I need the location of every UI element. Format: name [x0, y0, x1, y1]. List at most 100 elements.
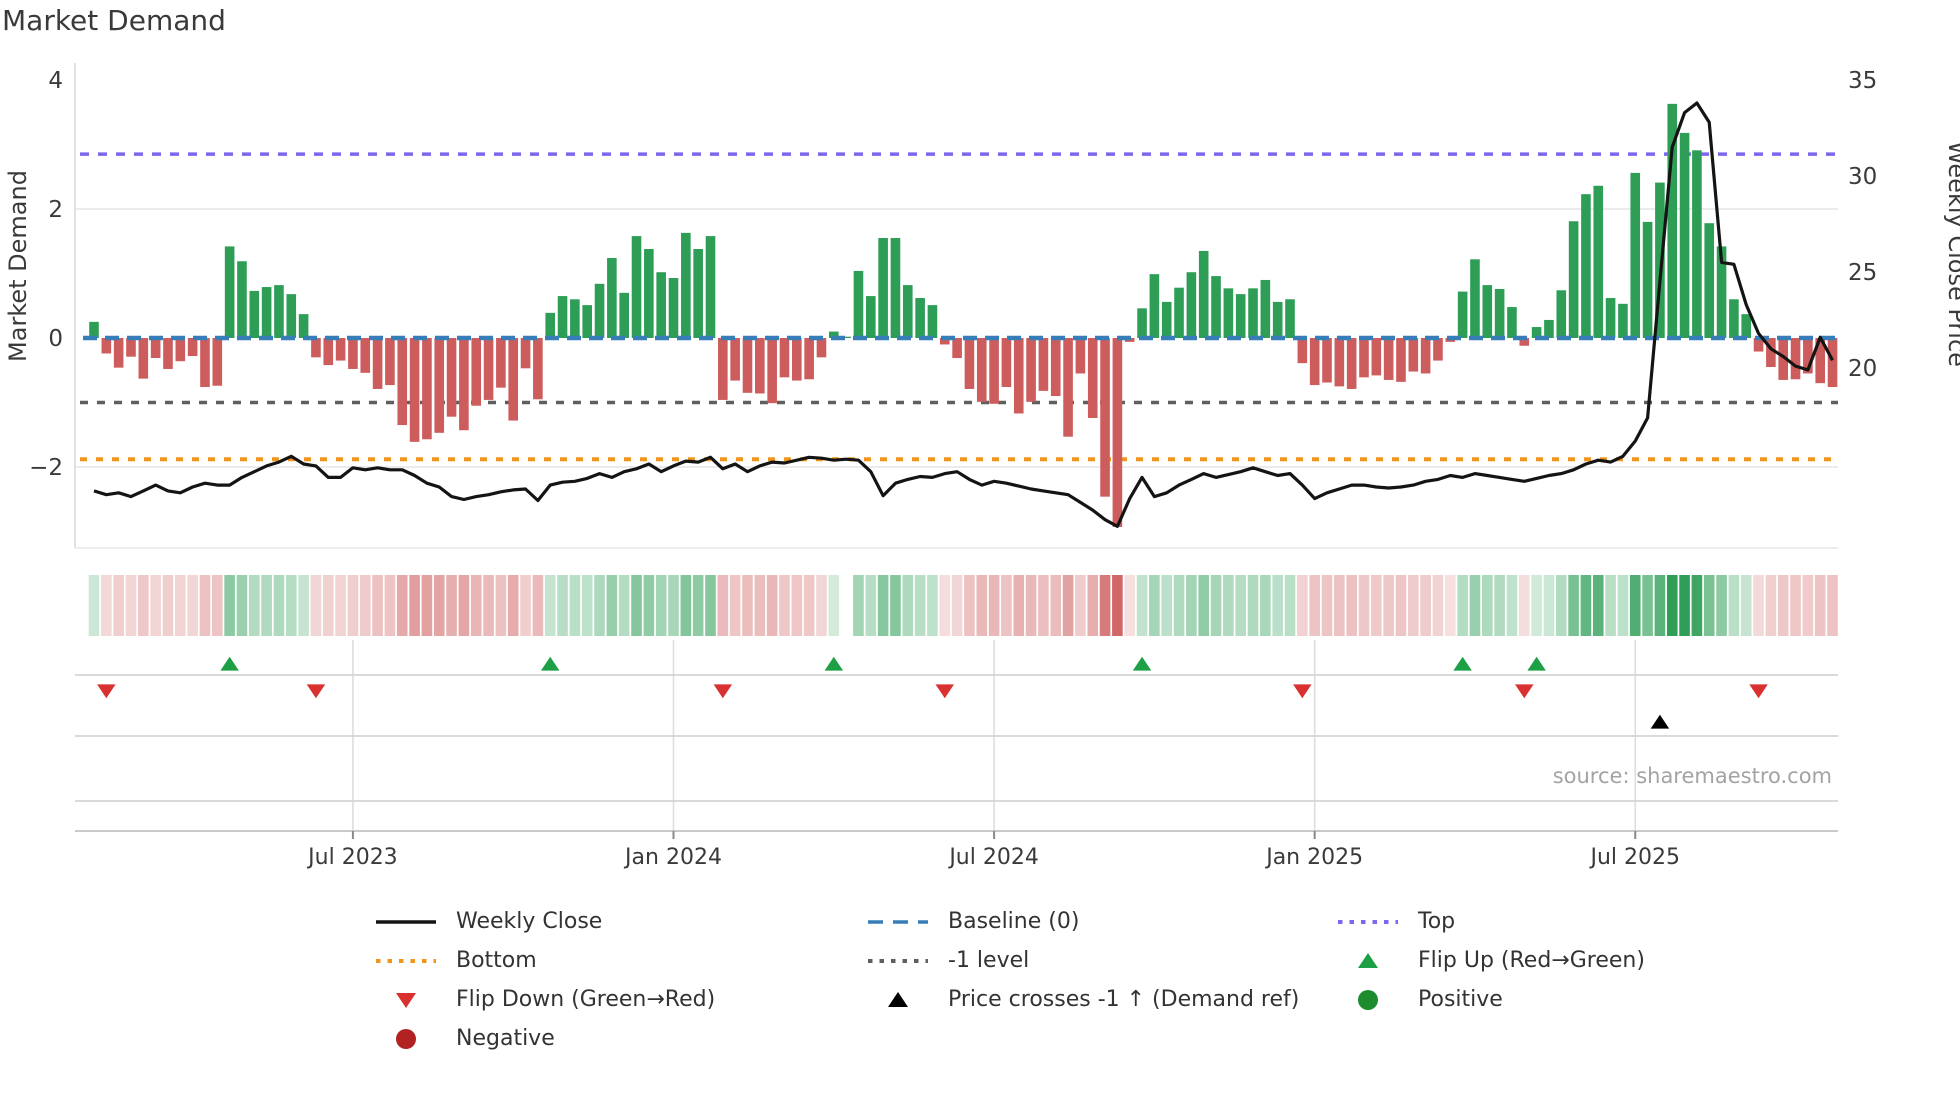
demand-bar-positive [582, 305, 592, 338]
demand-bar-negative [323, 338, 334, 366]
heatmap-cell [248, 575, 260, 636]
heatmap-cell [581, 575, 593, 636]
heatmap-cell [1481, 575, 1493, 636]
legend-price-crosses: Price crosses -1 ↑ (Demand ref) [862, 980, 1299, 1019]
right-tick-label: 20 [1848, 356, 1877, 382]
demand-bar-negative [976, 338, 987, 402]
demand-bar-negative [755, 338, 765, 394]
demand-bar-negative [163, 338, 173, 369]
demand-bar-negative [767, 338, 777, 404]
demand-bar-positive [1568, 221, 1579, 338]
heatmap-cell [1395, 575, 1407, 636]
heatmap-cell [1247, 575, 1259, 636]
heatmap-cell [347, 575, 359, 636]
flip-down-marker [1513, 683, 1536, 700]
heatmap-cell [865, 575, 877, 636]
heatmap-cell [828, 575, 840, 636]
demand-bar-positive [570, 299, 580, 338]
demand-bar-positive [1211, 276, 1221, 338]
demand-bar-negative [1297, 338, 1308, 364]
demand-bar-negative [1001, 338, 1012, 388]
demand-bar-negative [939, 338, 950, 345]
demand-bar-positive [878, 238, 888, 338]
heatmap-cell [939, 575, 951, 636]
heatmap-cell [1802, 575, 1814, 636]
heatmap-cell [606, 575, 618, 636]
flip-down-marker [712, 683, 734, 700]
weekly-close-line [93, 101, 1834, 529]
demand-bar-positive [668, 278, 679, 338]
heatmap-cell [101, 575, 112, 636]
demand-bar-positive [1223, 288, 1234, 338]
heatmap-cell [1765, 575, 1777, 636]
demand-bar-positive [545, 312, 556, 338]
legend-baseline: Baseline (0) [862, 902, 1299, 941]
heatmap-cell [199, 575, 211, 636]
heatmap-cell [779, 575, 790, 636]
heatmap-cell [1728, 575, 1740, 636]
dotted-swatch-icon [1332, 909, 1410, 935]
demand-bar-negative [508, 338, 519, 421]
demand-bar-positive [1544, 319, 1554, 338]
dotted-swatch-icon [370, 948, 448, 974]
demand-bar-positive [829, 331, 839, 338]
demand-bar-positive [1161, 301, 1172, 338]
heatmap-cell [335, 575, 346, 636]
demand-bar-negative [175, 338, 186, 362]
demand-bar-negative [434, 338, 445, 433]
heatmap-cell [113, 575, 124, 636]
legend-negative: Negative [370, 1019, 715, 1058]
demand-bar-positive [1186, 272, 1197, 338]
heatmap-cell [557, 575, 568, 636]
heatmap-cell [618, 575, 630, 636]
price-cross-marker [1649, 713, 1671, 730]
demand-bar-negative [816, 338, 827, 358]
circle-swatch-icon [1332, 987, 1410, 1013]
demand-bar-positive [1692, 150, 1702, 338]
heatmap-cell [1740, 575, 1752, 636]
heatmap-cell [853, 575, 864, 636]
heatmap-cell [655, 575, 667, 636]
heatmap-cell [1518, 575, 1530, 636]
heatmap-cell [458, 575, 470, 636]
heatmap-cell [1260, 575, 1271, 636]
demand-bar-positive [890, 238, 901, 338]
demand-bar-positive [1618, 303, 1628, 338]
left-tick-label: 0 [48, 326, 63, 352]
heatmap-cell [1235, 575, 1246, 636]
heatmap-cell [261, 575, 272, 636]
heatmap-cell [643, 575, 655, 636]
heatmap-cell [1112, 575, 1123, 636]
heatmap-cell [1334, 575, 1345, 636]
left-tick-label: 2 [48, 197, 63, 223]
demand-bar-positive [853, 270, 864, 338]
heatmap-cell [754, 575, 766, 636]
heatmap-cell [705, 575, 716, 636]
demand-bar-positive [1457, 291, 1468, 338]
legend-item-label: Top [1418, 909, 1456, 934]
demand-bar-positive [89, 321, 99, 338]
demand-bar-positive [1470, 259, 1480, 338]
demand-bar-positive [865, 296, 876, 338]
right-tick-label: 30 [1848, 164, 1877, 190]
demand-bar-positive [1260, 279, 1271, 338]
heatmap-cell [1383, 575, 1394, 636]
heatmap-cell [1210, 575, 1222, 636]
heatmap-cell [298, 575, 309, 636]
demand-bar-negative [1322, 338, 1332, 383]
demand-bar-negative [200, 338, 210, 388]
heatmap-cell [816, 575, 827, 636]
demand-bar-negative [1112, 338, 1123, 527]
heatmap-cell [1013, 575, 1025, 636]
heatmap-cell [1284, 575, 1296, 636]
demand-bar-negative [779, 338, 790, 378]
heatmap-cell [483, 575, 494, 636]
demand-bar-positive [1667, 103, 1678, 339]
heatmap-cell [1827, 575, 1838, 636]
heatmap-cell [1309, 575, 1320, 636]
heatmap-cell [1038, 575, 1049, 636]
demand-bar-negative [335, 338, 346, 361]
heatmap-cell [1654, 575, 1666, 636]
demand-bar-negative [1790, 338, 1801, 380]
heatmap-cell [803, 575, 815, 636]
